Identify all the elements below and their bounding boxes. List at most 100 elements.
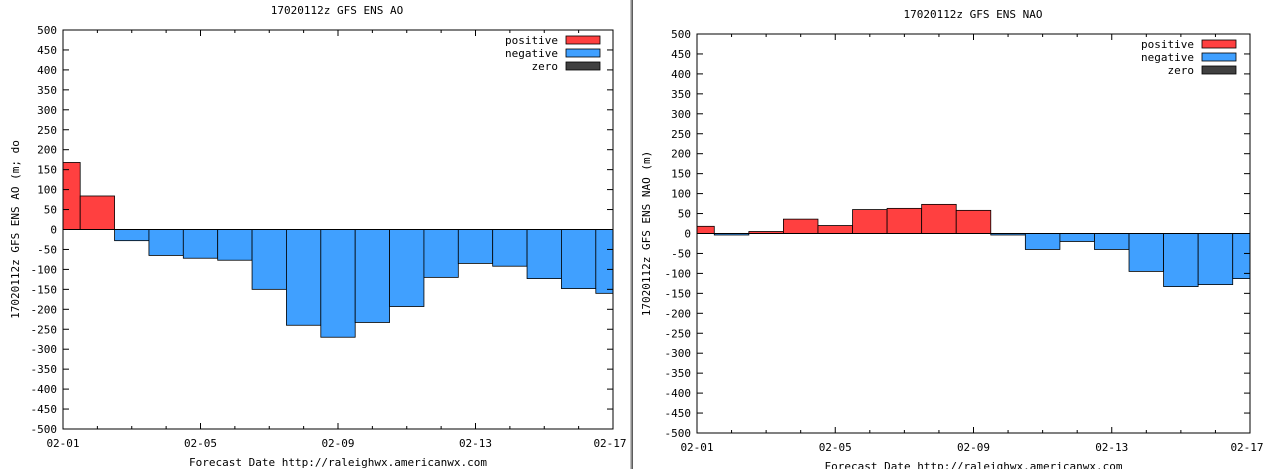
y-tick-label: 100 [37, 184, 57, 197]
y-tick-label: -450 [665, 407, 692, 420]
y-tick-label: 500 [671, 28, 691, 41]
bar-14 [1163, 233, 1199, 287]
bar-13 [1128, 233, 1164, 272]
bar-13 [492, 229, 528, 267]
bar-11 [1059, 233, 1095, 242]
y-tick-label: -400 [665, 387, 692, 400]
x-tick-label: 02-01 [46, 437, 79, 450]
bar-7 [286, 229, 322, 326]
y-tick-label: 50 [44, 204, 57, 217]
legend-label-negative: negative [1141, 51, 1194, 64]
legend-label-negative: negative [505, 47, 558, 60]
y-tick-label: 200 [37, 144, 57, 157]
bar-12 [1094, 233, 1130, 250]
bar-16 [1232, 233, 1251, 279]
legend-swatch-negative [1201, 52, 1237, 62]
ao-chart-svg: 17020112z GFS ENS AO50045040035030025020… [9, 4, 627, 469]
bar-6 [251, 229, 287, 290]
y-tick-label: 250 [671, 128, 691, 141]
bar-8 [320, 229, 356, 338]
bar-7 [921, 203, 957, 234]
y-tick-label: -150 [31, 283, 58, 296]
legend-label-zero: zero [1168, 64, 1195, 77]
y-tick-label: -300 [31, 343, 58, 356]
y-tick-label: -350 [665, 367, 692, 380]
bar-2 [114, 229, 150, 242]
legend-swatch-positive [1201, 39, 1237, 49]
y-tick-label: -500 [665, 427, 692, 440]
y-tick-label: -400 [31, 383, 58, 396]
legend-label-zero: zero [532, 60, 559, 73]
bar-15 [561, 229, 597, 289]
bar-14 [526, 229, 562, 279]
y-tick-label: -250 [665, 327, 692, 340]
bar-10 [389, 229, 425, 307]
y-tick-label: 0 [684, 228, 691, 241]
y-tick-label: 350 [37, 84, 57, 97]
x-tick-label: 02-17 [1230, 441, 1263, 454]
x-tick-label: 02-09 [957, 441, 990, 454]
legend-label-positive: positive [505, 34, 558, 47]
legend-swatch-positive [565, 35, 601, 45]
bar-8 [955, 209, 992, 234]
y-tick-label: 400 [37, 64, 57, 77]
y-tick-label: 50 [678, 208, 691, 221]
legend-label-positive: positive [1141, 38, 1194, 51]
ao-chart-panel: 17020112z GFS ENS AO 500 450 400 350 300 250 20… [0, 0, 630, 469]
y-tick-label: 200 [671, 148, 691, 161]
bar-16 [595, 229, 614, 294]
bar-6 [886, 207, 923, 234]
bar-12 [457, 229, 494, 264]
nao-chart-svg: 17020112z GFS ENS NAO5004504003503002502… [640, 8, 1264, 469]
y-tick-label: -200 [31, 303, 58, 316]
y-tick-label: 150 [671, 168, 691, 181]
y-tick-label: -450 [31, 403, 58, 416]
x-tick-label: 02-13 [1095, 441, 1128, 454]
bar-1 [79, 195, 115, 230]
y-tick-label: -300 [665, 347, 692, 360]
y-tick-label: -100 [31, 263, 58, 276]
y-tick-label: -350 [31, 363, 58, 376]
legend-swatch-zero [1201, 65, 1237, 75]
y-tick-label: -200 [665, 307, 692, 320]
x-tick-label: 02-17 [593, 437, 626, 450]
y-tick-label: 400 [671, 68, 691, 81]
y-tick-label: -50 [37, 243, 57, 256]
y-tick-label: -250 [31, 323, 58, 336]
y-tick-label: 350 [671, 88, 691, 101]
y-tick-label: 450 [37, 44, 57, 57]
y-tick-label: -500 [31, 423, 58, 436]
x-tick-label: 02-09 [321, 437, 354, 450]
bar-0 [62, 162, 81, 230]
y-tick-label: 100 [671, 188, 691, 201]
x-tick-label: 02-01 [680, 441, 713, 454]
legend-swatch-zero [565, 61, 601, 71]
bar-4 [182, 229, 219, 259]
bar-4 [817, 225, 853, 234]
nao-chart-panel: 17020112z GFS ENS NAO 500 450 400 350 300 250 2… [633, 0, 1267, 469]
x-tick-label: 02-05 [819, 441, 852, 454]
y-tick-label: -150 [665, 287, 692, 300]
y-axis-label: 17020112z GFS ENS NAO (m) [640, 151, 653, 317]
bar-5 [217, 229, 253, 261]
y-tick-label: 250 [37, 124, 57, 137]
y-tick-label: 300 [37, 104, 57, 117]
y-tick-label: 450 [671, 48, 691, 61]
y-tick-label: 300 [671, 108, 691, 121]
x-axis-label: Forecast Date http://raleighwx.americanw… [189, 456, 487, 469]
y-tick-label: -50 [671, 247, 691, 260]
y-tick-label: 500 [37, 24, 57, 37]
legend-swatch-negative [565, 48, 601, 58]
y-tick-label: 150 [37, 164, 57, 177]
chart-title: 17020112z GFS ENS AO [271, 4, 403, 17]
chart-title: 17020112z GFS ENS NAO [903, 8, 1042, 21]
bar-10 [1024, 233, 1061, 250]
bar-0 [696, 225, 715, 234]
bar-3 [148, 229, 184, 256]
bar-9 [354, 229, 390, 323]
y-tick-label: 0 [50, 224, 57, 237]
window-divider [630, 0, 633, 469]
y-tick-label: -100 [665, 267, 692, 280]
x-tick-label: 02-05 [184, 437, 217, 450]
x-tick-label: 02-13 [459, 437, 492, 450]
